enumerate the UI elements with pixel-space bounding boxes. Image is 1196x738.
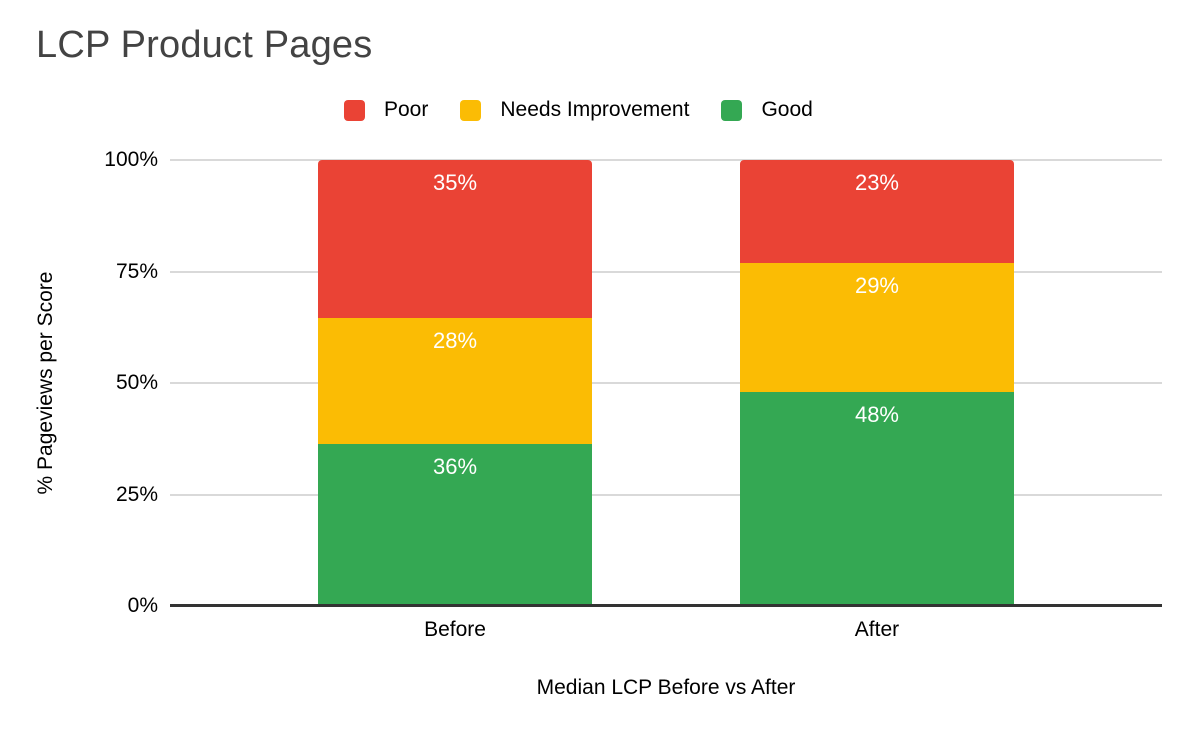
bar-value-label: 23% — [854, 170, 899, 195]
bar-segment-good-before[interactable]: 36% — [317, 443, 593, 606]
gridline — [170, 159, 1162, 161]
legend-label: Good — [761, 98, 813, 121]
legend: Poor Needs Improvement Good — [344, 98, 813, 122]
y-axis: 0% 25% 50% 75% 100% — [0, 148, 158, 617]
gridline — [170, 493, 1162, 496]
legend-label: Poor — [384, 98, 429, 121]
legend-label: Needs Improvement — [500, 98, 690, 121]
gridline — [170, 270, 1162, 273]
chart-title: LCP Product Pages — [36, 24, 373, 66]
bar-segment-poor-after[interactable]: 23% — [739, 160, 1015, 263]
x-axis-title: Median LCP Before vs After — [536, 676, 796, 699]
y-tick-label: 50% — [115, 371, 158, 394]
y-tick-label: 25% — [115, 482, 158, 506]
x-axis-baseline — [170, 604, 1162, 607]
legend-swatch-good-icon — [721, 99, 743, 121]
y-axis-title: % Pageviews per Score — [34, 271, 57, 495]
bar-segment-needs-improvement-after[interactable]: 29% — [739, 262, 1015, 392]
bar-value-label: 48% — [854, 401, 899, 427]
x-axis-label-after: After — [854, 618, 900, 641]
y-tick-label: 75% — [115, 259, 158, 283]
legend-swatch-needs-improvement-icon — [460, 99, 482, 121]
bar-segment-poor-before[interactable]: 35% — [317, 160, 593, 318]
bar-segment-needs-improvement-before[interactable]: 28% — [317, 317, 593, 444]
bar-before: 35% 28% 36% — [317, 160, 593, 606]
bar-value-label: 29% — [854, 272, 899, 298]
y-tick-label: 0% — [127, 594, 158, 617]
legend-item-poor[interactable]: Poor — [344, 98, 428, 122]
legend-item-good[interactable]: Good — [721, 98, 813, 122]
plot-area: 35% 28% 36% 23% 29% 48% — [170, 159, 1162, 607]
bar-value-label: 35% — [432, 170, 478, 195]
x-axis-label-before: Before — [424, 618, 486, 641]
legend-item-needs-improvement[interactable]: Needs Improvement — [460, 98, 689, 122]
bar-after: 23% 29% 48% — [739, 160, 1015, 606]
x-axis: Before After — [170, 618, 1162, 646]
gridline — [170, 382, 1162, 384]
y-tick-label: 100% — [104, 148, 158, 171]
bar-segment-good-after[interactable]: 48% — [739, 391, 1015, 606]
bar-value-label: 36% — [432, 453, 478, 479]
legend-swatch-poor-icon — [344, 99, 365, 121]
bar-value-label: 28% — [432, 327, 478, 353]
